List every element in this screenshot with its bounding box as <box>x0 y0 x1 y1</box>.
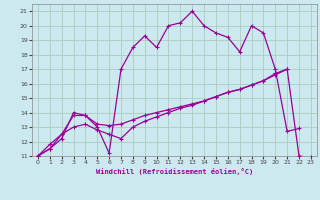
X-axis label: Windchill (Refroidissement éolien,°C): Windchill (Refroidissement éolien,°C) <box>96 168 253 175</box>
